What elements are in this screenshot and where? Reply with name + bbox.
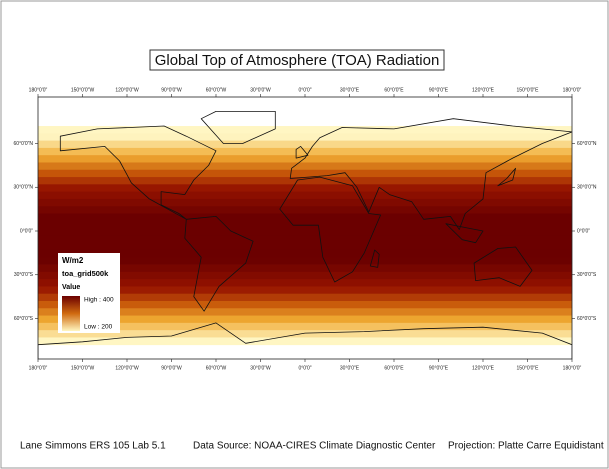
longitude-label: 30°0'0"E — [340, 365, 360, 371]
raster-band — [38, 293, 572, 302]
legend-layer: toa_grid500k — [62, 269, 109, 278]
raster-band — [38, 249, 572, 258]
raster-band — [38, 257, 572, 265]
latitude-label: 60°0'0"N — [14, 141, 34, 147]
longitude-label: 120°0'0"W — [115, 87, 139, 93]
longitude-label: 0°0'0" — [298, 365, 311, 371]
raster-band — [38, 220, 572, 229]
longitude-label: 120°0'0"E — [472, 87, 495, 93]
raster-band — [38, 184, 572, 193]
coastline — [295, 146, 309, 159]
longitude-label: 60°0'0"W — [206, 87, 227, 93]
longitude-label: 90°0'0"E — [429, 365, 449, 371]
raster-band — [38, 330, 572, 338]
coastline — [445, 223, 484, 244]
longitude-label: 180°0'0" — [29, 87, 48, 93]
longitude-label: 180°0'0" — [29, 365, 48, 371]
raster-band — [38, 213, 572, 222]
longitude-label: 180°0'0" — [563, 365, 582, 371]
map-title: Global Top of Atmosphere (TOA) Radiation — [155, 52, 440, 69]
coastline — [59, 125, 217, 220]
footer-author: Lane Simmons ERS 105 Lab 5.1 — [20, 441, 166, 452]
latitude-label: 0°0'0" — [20, 228, 33, 234]
coastline — [369, 249, 380, 268]
latitude-label: 60°0'0"S — [14, 316, 34, 322]
footer-source: Data Source: NOAA-CIRES Climate Diagnost… — [193, 441, 436, 452]
raster-band — [38, 337, 572, 346]
longitude-label: 150°0'0"E — [517, 365, 540, 371]
raster-band — [38, 126, 572, 134]
longitude-label: 150°0'0"W — [71, 365, 95, 371]
longitude-label: 120°0'0"E — [472, 365, 495, 371]
latitude-label: 30°0'0"S — [14, 272, 34, 278]
legend-ramp — [62, 296, 80, 331]
legend-unit: W/m2 — [62, 256, 84, 265]
latitude-label: 30°0'0"S — [577, 272, 597, 278]
raster-band — [38, 198, 572, 207]
raster-band — [38, 308, 572, 316]
latitude-label: 30°0'0"N — [14, 185, 34, 191]
raster-band — [38, 162, 572, 171]
coastline — [38, 322, 572, 359]
longitude-label: 150°0'0"E — [517, 87, 540, 93]
raster-band — [38, 169, 572, 178]
coastline — [473, 246, 533, 287]
raster-band — [38, 264, 572, 273]
coastlines — [38, 111, 572, 359]
raster-band — [38, 133, 572, 142]
raster-band — [38, 279, 572, 287]
longitude-label: 0°0'0" — [298, 87, 311, 93]
raster-band — [38, 228, 572, 236]
coastline — [279, 176, 381, 283]
raster-band — [38, 322, 572, 331]
raster-band — [38, 155, 572, 163]
coastline — [289, 118, 572, 230]
raster-band — [38, 315, 572, 324]
raster-band — [38, 300, 572, 309]
raster-band — [38, 242, 572, 251]
longitude-label: 150°0'0"W — [71, 87, 95, 93]
latitude-label: 0°0'0" — [577, 228, 590, 234]
coastline — [497, 167, 516, 187]
coastline — [184, 216, 254, 312]
legend-field: Value — [62, 284, 80, 291]
raster-band — [38, 177, 572, 185]
raster-band — [38, 140, 572, 149]
longitude-label: 30°0'0"W — [250, 87, 271, 93]
title-box — [149, 49, 445, 71]
raster-band — [38, 191, 572, 200]
longitude-label: 60°0'0"W — [206, 365, 227, 371]
coastline — [200, 111, 276, 144]
longitude-label: 90°0'0"E — [429, 87, 449, 93]
longitude-label: 60°0'0"E — [384, 87, 404, 93]
longitude-label: 120°0'0"W — [115, 365, 139, 371]
longitude-label: 90°0'0"W — [161, 365, 182, 371]
raster-band — [38, 271, 572, 280]
longitude-label: 30°0'0"E — [340, 87, 360, 93]
raster — [38, 126, 572, 346]
legend-low: Low : 200 — [84, 324, 113, 331]
longitude-label: 90°0'0"W — [161, 87, 182, 93]
longitude-label: 60°0'0"E — [384, 365, 404, 371]
raster-band — [38, 286, 572, 295]
raster-band — [38, 206, 572, 214]
latitude-label: 30°0'0"N — [577, 185, 597, 191]
longitude-label: 30°0'0"W — [250, 365, 271, 371]
latitude-label: 60°0'0"S — [577, 316, 597, 322]
longitude-label: 180°0'0" — [563, 87, 582, 93]
latitude-label: 60°0'0"N — [577, 141, 597, 147]
legend: W/m2 toa_grid500k Value High : 400 Low :… — [58, 253, 120, 333]
legend-high: High : 400 — [84, 297, 114, 304]
footer-projection: Projection: Platte Carre Equidistant — [448, 441, 604, 452]
graticule: 180°0'0" 180°0'0" 150°0'0"W 150°0'0"W 120°0'… — [14, 87, 597, 371]
raster-band — [38, 235, 572, 244]
